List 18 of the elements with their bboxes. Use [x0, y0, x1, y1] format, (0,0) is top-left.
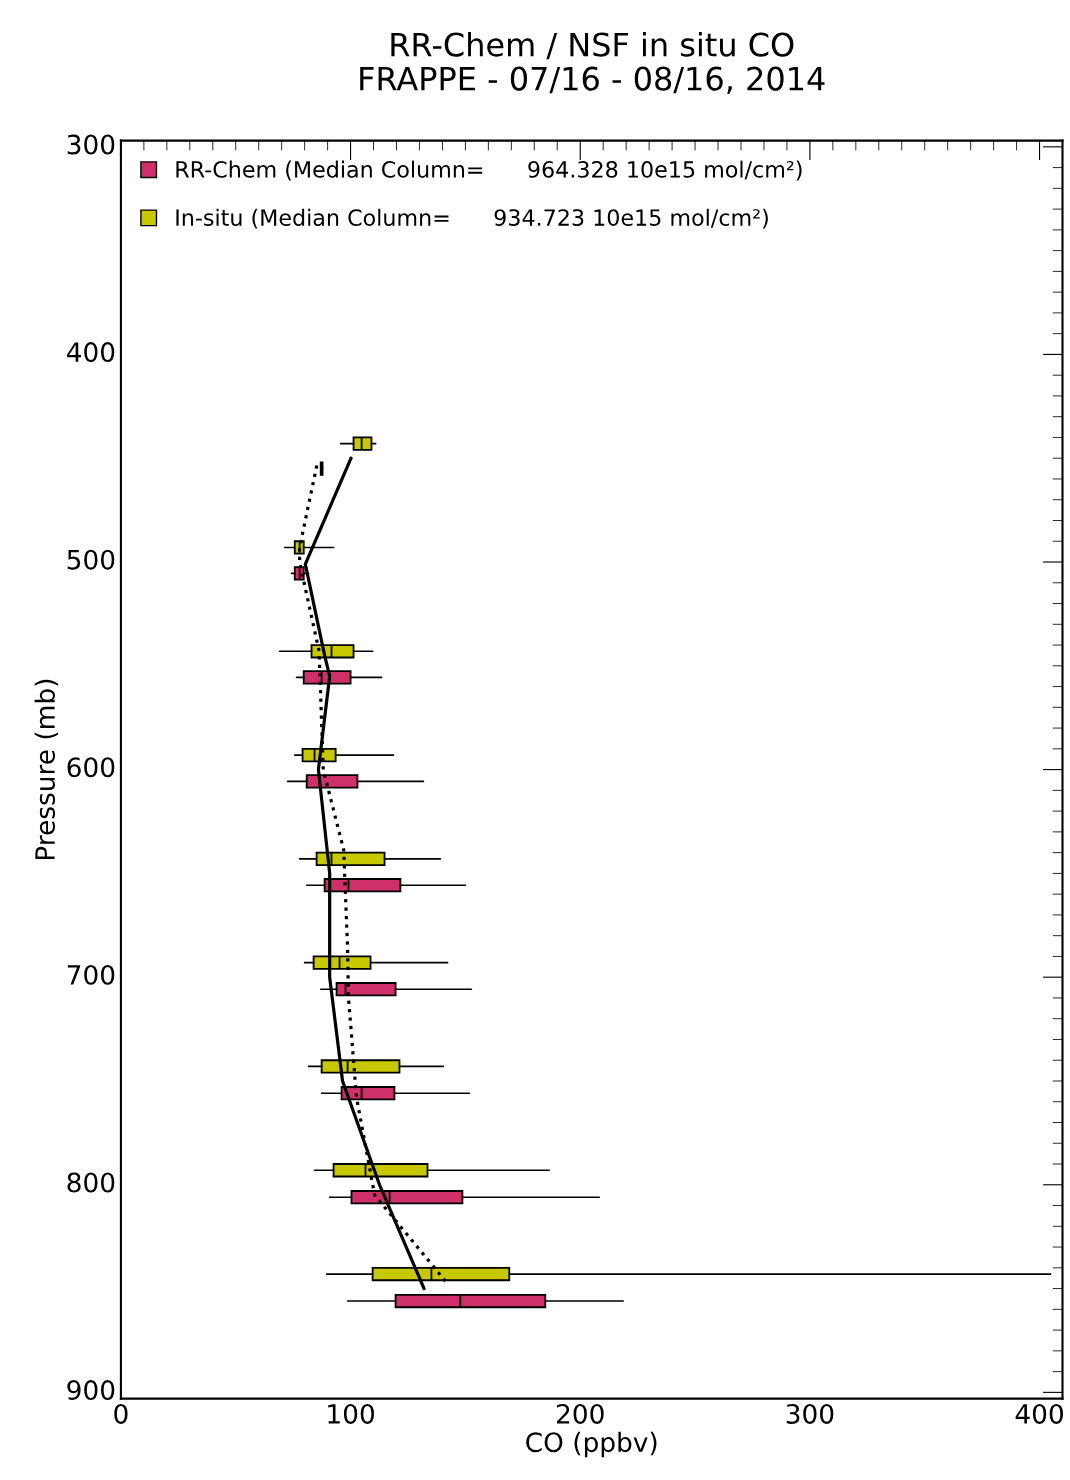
- x-tick-label: 300: [786, 1403, 834, 1424]
- x-tick-label: 0: [114, 1403, 128, 1424]
- x-tick-label: 100: [328, 1403, 374, 1424]
- y-tick-label: 700: [67, 964, 115, 985]
- x-tick-label: 400: [1015, 1403, 1063, 1424]
- chart-title: RR-Chem / NSF in situ CO: [391, 31, 794, 60]
- y-tick-label: 400: [66, 342, 115, 363]
- x-tick-label: 200: [556, 1403, 604, 1424]
- legend-label: In-situ (Median Column= 934.723 10e15 mol/cm²): [176, 208, 768, 229]
- y-tick-label: 900: [67, 1380, 115, 1401]
- legend-label: RR-Chem (Median Column= 964.328 10e15 mol/cm²): [176, 160, 802, 181]
- y-tick-label: 600: [67, 757, 115, 778]
- y-tick-label: 800: [67, 1172, 115, 1193]
- y-tick-label: 500: [67, 549, 115, 570]
- y-tick-label: 300: [67, 134, 115, 155]
- chart-subtitle: FRAPPE - 07/16 - 08/16, 2014: [360, 66, 825, 94]
- y-axis-title: Pressure (mb): [34, 679, 59, 860]
- x-axis-title: CO (ppbv): [526, 1431, 657, 1458]
